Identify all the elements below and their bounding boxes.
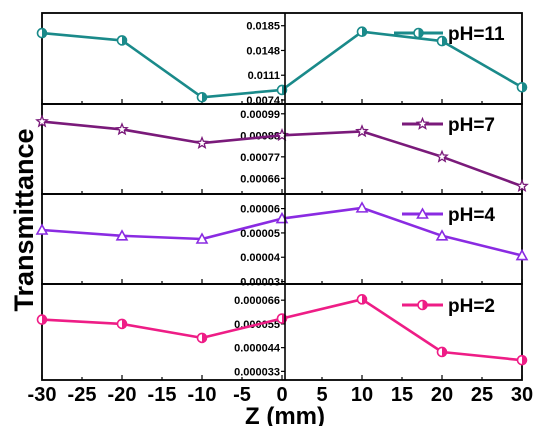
- legend-label: pH=7: [448, 115, 495, 136]
- x-tick-label: 15: [391, 384, 413, 406]
- y-tick-label: 0.00066: [240, 173, 280, 185]
- data-point: [195, 232, 209, 244]
- data-point-fill: [442, 36, 447, 46]
- data-point: [275, 128, 289, 142]
- data-point-fill: [418, 28, 423, 38]
- x-tick-label: -15: [148, 384, 177, 406]
- legend-label: pH=4: [448, 205, 495, 226]
- data-point-fill: [422, 300, 428, 310]
- data-point-fill: [442, 347, 447, 357]
- data-point: [35, 114, 49, 128]
- data-point: [195, 135, 209, 150]
- data-point: [115, 122, 129, 136]
- data-point-fill: [122, 319, 127, 329]
- data-point: [435, 149, 449, 163]
- y-tick-label: 0.0148: [246, 45, 280, 57]
- data-point: [115, 229, 129, 241]
- data-point: [435, 229, 449, 241]
- y-tick-label: 0.0074: [246, 95, 281, 107]
- x-axis: -30 -25 -20 -15 -10 -5 0 5 10 15 20 25 30: [28, 384, 533, 406]
- x-tick-label: -25: [68, 384, 97, 406]
- legend-label: pH=11: [448, 24, 505, 45]
- y-tick-label: 0.000066: [234, 295, 280, 307]
- data-point-fill: [122, 35, 127, 45]
- y-tick-label: 0.00077: [240, 152, 280, 164]
- y-tick-label: 0.000033: [234, 366, 280, 378]
- y-tick-label: 0.00004: [240, 252, 281, 264]
- panel-pH=11: 0.0185 0.0148 0.0111 0.0074 pH=11: [36, 12, 528, 107]
- data-point: [196, 332, 208, 344]
- panel-pH=4: 0.00006 0.00005 0.00004 0.00003 pH=4: [35, 193, 529, 289]
- y-tick-label: 0.00006: [240, 204, 280, 216]
- data-point: [116, 35, 128, 46]
- data-point: [417, 299, 428, 311]
- y-tick-label: 0.00005: [240, 228, 280, 240]
- x-tick-label: -30: [28, 384, 57, 406]
- data-point: [36, 314, 48, 325]
- data-point: [196, 92, 208, 103]
- data-point: [413, 27, 424, 39]
- x-tick-label: 5: [316, 384, 327, 406]
- y-tick-label: 0.0185: [246, 21, 280, 33]
- x-tick-label: 0: [276, 384, 287, 406]
- data-point-fill: [42, 28, 47, 38]
- x-tick-label: 25: [471, 384, 493, 406]
- data-point-fill: [362, 27, 367, 37]
- data-point: [416, 207, 429, 219]
- data-point: [355, 201, 369, 213]
- data-point: [36, 27, 48, 39]
- data-point: [35, 223, 49, 235]
- data-point: [436, 35, 448, 47]
- data-point: [516, 81, 528, 93]
- y-axis-label: Transmittance: [9, 128, 39, 311]
- x-tick-label: 30: [511, 384, 533, 406]
- data-point-fill: [362, 294, 367, 304]
- y-tick-label: 0.0111: [248, 70, 280, 82]
- data-point-fill: [202, 92, 207, 102]
- data-point-fill: [42, 315, 47, 325]
- data-point-fill: [202, 333, 207, 343]
- data-point: [436, 346, 448, 358]
- data-point: [356, 294, 368, 305]
- y-tick-label: 0.00099: [240, 109, 280, 121]
- y-tick-label: 0.000044: [234, 343, 281, 355]
- y-tick-label: 0.00003: [240, 277, 280, 289]
- legend-label: pH=2: [448, 296, 495, 317]
- data-point-fill: [522, 355, 527, 365]
- panels-layer: 0.0185 0.0148 0.0111 0.0074 pH=11 0.00099 0.00…: [35, 12, 529, 381]
- data-point: [355, 124, 369, 138]
- data-point: [516, 354, 528, 366]
- x-axis-label: Z (mm): [245, 403, 325, 426]
- data-point-fill: [522, 82, 527, 92]
- x-tick-label: -5: [233, 384, 251, 406]
- x-tick-label: 10: [351, 384, 373, 406]
- x-tick-label: -10: [188, 384, 217, 406]
- x-tick-label: -20: [108, 384, 137, 406]
- data-point: [515, 248, 529, 261]
- data-point: [356, 26, 368, 38]
- x-tick-label: 20: [431, 384, 453, 406]
- data-point: [515, 178, 529, 193]
- data-point: [415, 116, 430, 130]
- data-point: [116, 318, 128, 330]
